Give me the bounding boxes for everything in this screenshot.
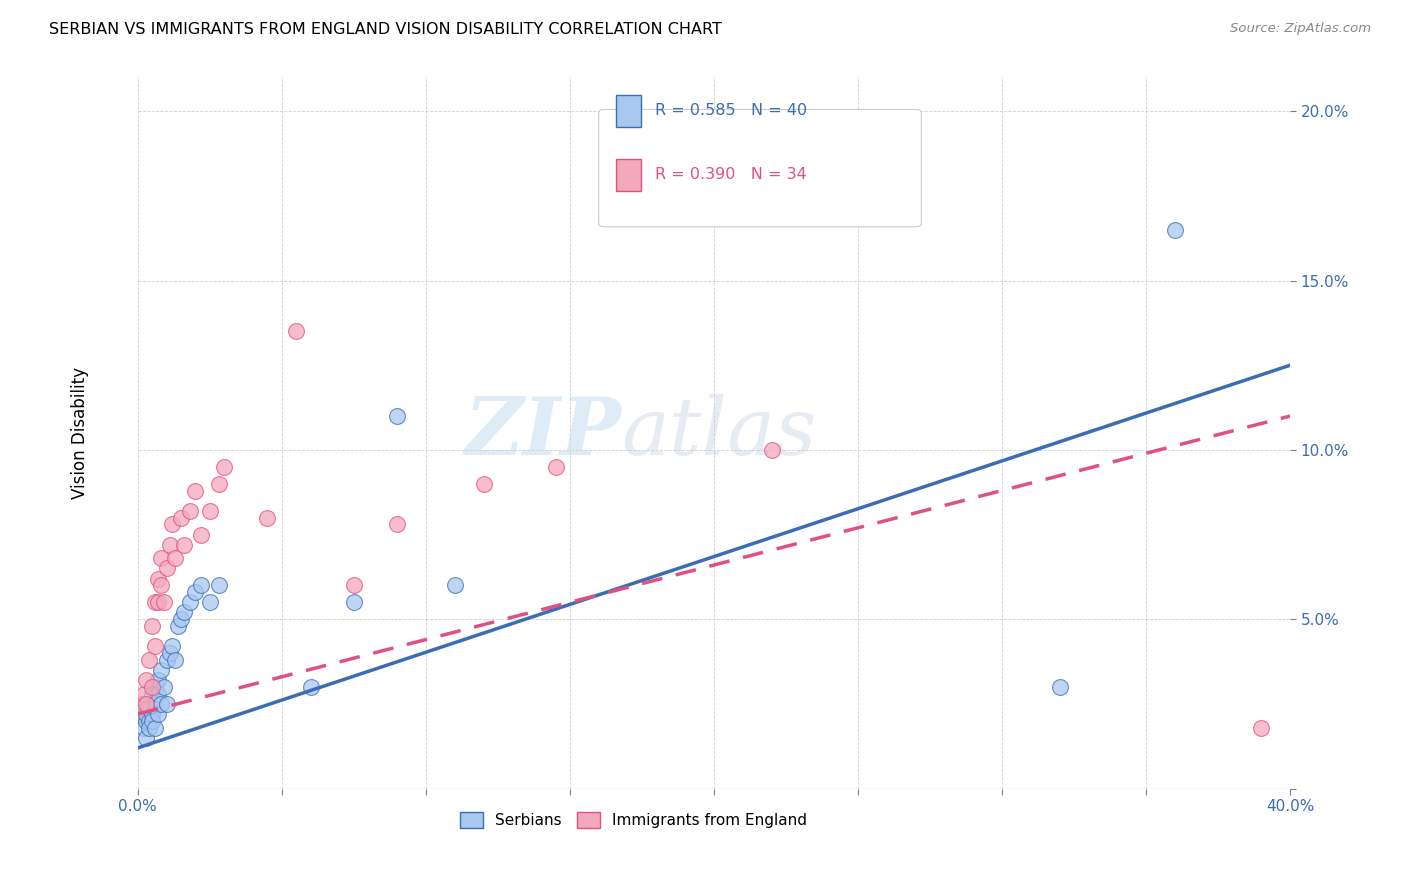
Point xyxy=(190,578,212,592)
Point xyxy=(207,578,229,592)
Point xyxy=(385,517,408,532)
Point xyxy=(143,697,166,711)
Point xyxy=(385,409,408,423)
Point xyxy=(141,619,163,633)
Point xyxy=(129,697,152,711)
Point xyxy=(170,612,193,626)
Text: R = 0.390   N = 34: R = 0.390 N = 34 xyxy=(655,168,807,182)
Point xyxy=(143,721,166,735)
Point xyxy=(138,697,160,711)
Point xyxy=(149,578,172,592)
Text: SERBIAN VS IMMIGRANTS FROM ENGLAND VISION DISABILITY CORRELATION CHART: SERBIAN VS IMMIGRANTS FROM ENGLAND VISIO… xyxy=(49,22,723,37)
Point xyxy=(138,721,160,735)
Point xyxy=(256,510,278,524)
Point xyxy=(170,510,193,524)
Point xyxy=(184,483,207,498)
Point xyxy=(141,680,163,694)
Point xyxy=(1250,721,1272,735)
Point xyxy=(343,595,366,609)
Point xyxy=(132,697,155,711)
Point xyxy=(156,653,179,667)
Point xyxy=(173,538,195,552)
Point xyxy=(162,517,184,532)
Point xyxy=(214,459,236,474)
Point xyxy=(143,595,166,609)
Point xyxy=(146,706,169,721)
Point xyxy=(138,653,160,667)
Point xyxy=(443,578,465,592)
Point xyxy=(146,687,169,701)
Bar xyxy=(616,159,641,191)
Point xyxy=(146,673,169,688)
Point xyxy=(135,706,157,721)
Point xyxy=(159,646,181,660)
Point xyxy=(1164,223,1187,237)
Point xyxy=(167,619,190,633)
Point xyxy=(159,538,181,552)
FancyBboxPatch shape xyxy=(599,110,921,227)
Text: R = 0.585   N = 40: R = 0.585 N = 40 xyxy=(655,103,807,119)
Point xyxy=(146,595,169,609)
Point xyxy=(179,504,201,518)
Text: Source: ZipAtlas.com: Source: ZipAtlas.com xyxy=(1230,22,1371,36)
Point xyxy=(138,714,160,728)
Point xyxy=(343,578,366,592)
Point xyxy=(173,606,195,620)
Point xyxy=(162,640,184,654)
Point xyxy=(198,595,221,609)
Point xyxy=(132,687,155,701)
Point xyxy=(179,595,201,609)
Point xyxy=(135,673,157,688)
Point xyxy=(207,476,229,491)
Point xyxy=(198,504,221,518)
Point xyxy=(165,551,187,566)
Point xyxy=(135,697,157,711)
Point xyxy=(156,561,179,575)
Point xyxy=(141,706,163,721)
Legend: Serbians, Immigrants from England: Serbians, Immigrants from England xyxy=(454,806,813,834)
Point xyxy=(143,680,166,694)
Point xyxy=(156,697,179,711)
Point xyxy=(165,653,187,667)
Point xyxy=(299,680,322,694)
Point xyxy=(141,714,163,728)
Point xyxy=(149,551,172,566)
Point xyxy=(285,325,308,339)
Point xyxy=(190,527,212,541)
Point xyxy=(184,585,207,599)
Point xyxy=(149,663,172,677)
Point xyxy=(761,442,783,457)
Y-axis label: Vision Disability: Vision Disability xyxy=(72,367,89,499)
Point xyxy=(146,572,169,586)
Point xyxy=(135,714,157,728)
Point xyxy=(1049,680,1071,694)
Point xyxy=(544,459,567,474)
Point xyxy=(472,476,495,491)
Point xyxy=(135,731,157,745)
Point xyxy=(129,706,152,721)
Point xyxy=(132,721,155,735)
Text: atlas: atlas xyxy=(621,394,817,472)
Text: ZIP: ZIP xyxy=(465,394,621,472)
Point xyxy=(152,680,174,694)
Bar xyxy=(616,95,641,128)
Point xyxy=(143,640,166,654)
Point xyxy=(152,595,174,609)
Point xyxy=(149,697,172,711)
Point xyxy=(141,687,163,701)
